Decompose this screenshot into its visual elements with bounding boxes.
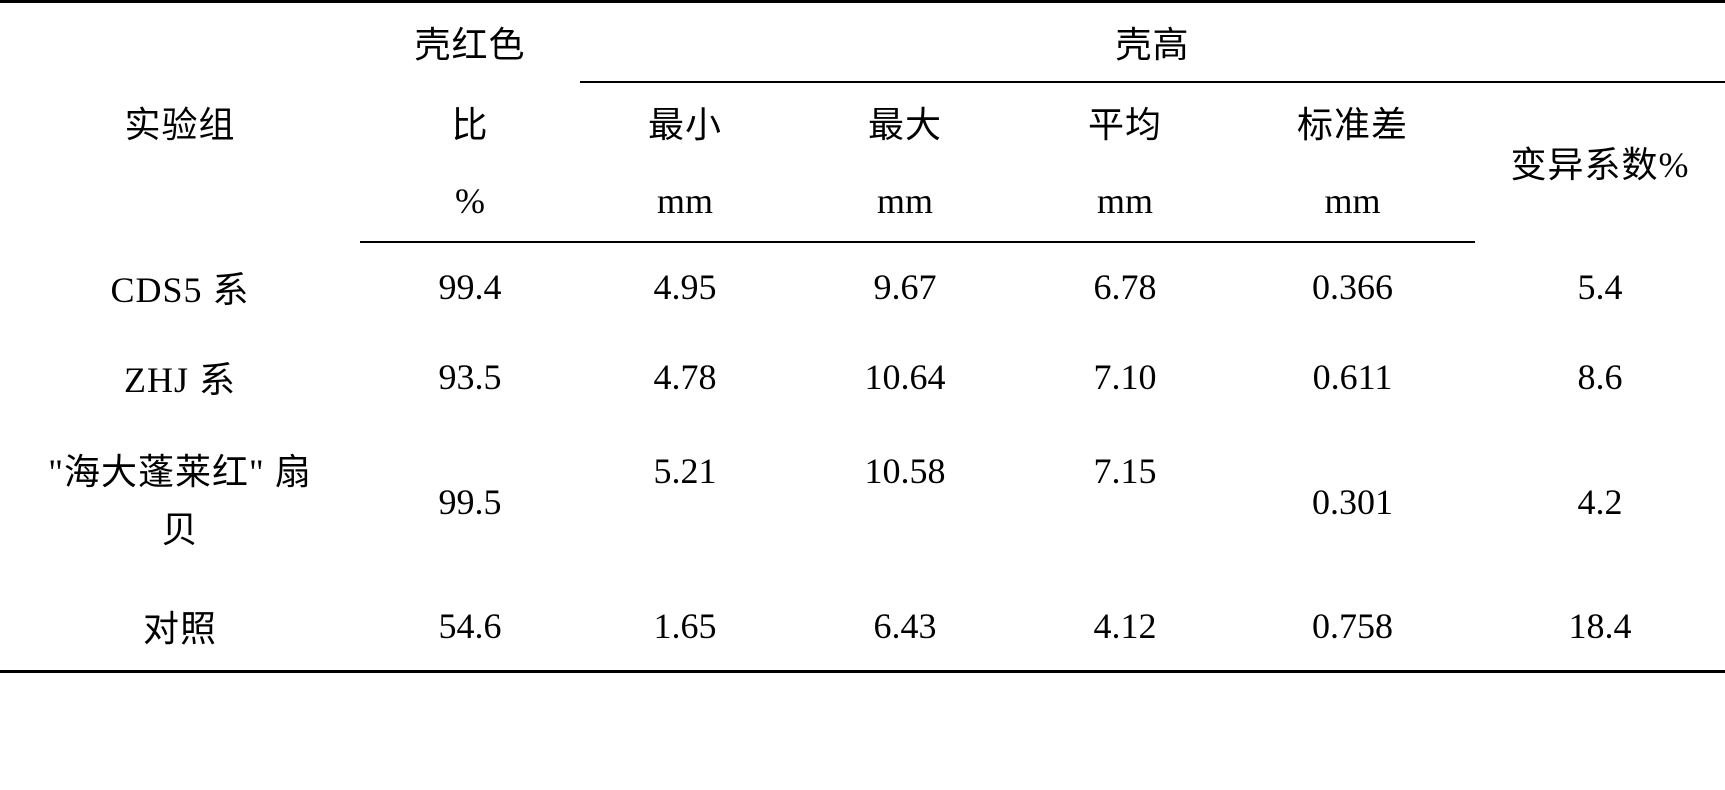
col-header-group: 实验组 — [0, 2, 360, 242]
cell-mean: 6.78 — [1020, 242, 1230, 332]
cell-label-line1: "海大蓬莱红" 扇 — [48, 452, 311, 492]
cell-min: 1.65 — [580, 582, 790, 672]
cell-red-pct: 99.5 — [360, 422, 580, 582]
cell-max: 6.43 — [790, 582, 1020, 672]
cell-label-line2: 贝 — [161, 510, 198, 550]
cell-label: CDS5 系 — [0, 242, 360, 332]
cell-max: 10.64 — [790, 332, 1020, 422]
cell-sd: 0.611 — [1230, 332, 1475, 422]
cell-min: 4.95 — [580, 242, 790, 332]
cell-max: 9.67 — [790, 242, 1020, 332]
cell-red-pct: 99.4 — [360, 242, 580, 332]
cell-min: 4.78 — [580, 332, 790, 422]
col-header-sd: 标准差 — [1230, 82, 1475, 162]
cell-cv: 8.6 — [1475, 332, 1725, 422]
cell-label: "海大蓬莱红" 扇 贝 — [0, 422, 360, 582]
col-unit-mean: mm — [1020, 162, 1230, 242]
col-header-red-line1: 壳红色 — [360, 2, 580, 82]
col-header-max: 最大 — [790, 82, 1020, 162]
col-header-min: 最小 — [580, 82, 790, 162]
cell-mean: 7.10 — [1020, 332, 1230, 422]
col-unit-sd: mm — [1230, 162, 1475, 242]
cell-red-pct: 93.5 — [360, 332, 580, 422]
table-row: ZHJ 系 93.5 4.78 10.64 7.10 0.611 8.6 — [0, 332, 1725, 422]
col-unit-min: mm — [580, 162, 790, 242]
cell-mean: 7.15 — [1020, 422, 1230, 582]
cell-red-pct: 54.6 — [360, 582, 580, 672]
cell-mean: 4.12 — [1020, 582, 1230, 672]
header-row-1: 实验组 壳红色 壳高 — [0, 2, 1725, 82]
col-header-red-line3: % — [360, 162, 580, 242]
table-row: CDS5 系 99.4 4.95 9.67 6.78 0.366 5.4 — [0, 242, 1725, 332]
cell-sd: 0.366 — [1230, 242, 1475, 332]
cell-sd: 0.758 — [1230, 582, 1475, 672]
col-unit-max: mm — [790, 162, 1020, 242]
cell-cv: 4.2 — [1475, 422, 1725, 582]
table-row: "海大蓬莱红" 扇 贝 99.5 5.21 10.58 7.15 0.301 4… — [0, 422, 1725, 582]
cell-max: 10.58 — [790, 422, 1020, 582]
shell-height-table: 实验组 壳红色 壳高 比 最小 最大 平均 标准差 变异系数% % mm mm … — [0, 0, 1725, 673]
data-table: 实验组 壳红色 壳高 比 最小 最大 平均 标准差 变异系数% % mm mm … — [0, 0, 1725, 673]
cell-label: 对照 — [0, 582, 360, 672]
col-header-mean: 平均 — [1020, 82, 1230, 162]
col-header-red-line2: 比 — [360, 82, 580, 162]
cell-sd: 0.301 — [1230, 422, 1475, 582]
col-header-cv: 变异系数% — [1475, 82, 1725, 242]
cell-cv: 18.4 — [1475, 582, 1725, 672]
table-row: 对照 54.6 1.65 6.43 4.12 0.758 18.4 — [0, 582, 1725, 672]
cell-min: 5.21 — [580, 422, 790, 582]
cell-cv: 5.4 — [1475, 242, 1725, 332]
cell-label: ZHJ 系 — [0, 332, 360, 422]
col-header-shell-height-span: 壳高 — [580, 2, 1725, 82]
